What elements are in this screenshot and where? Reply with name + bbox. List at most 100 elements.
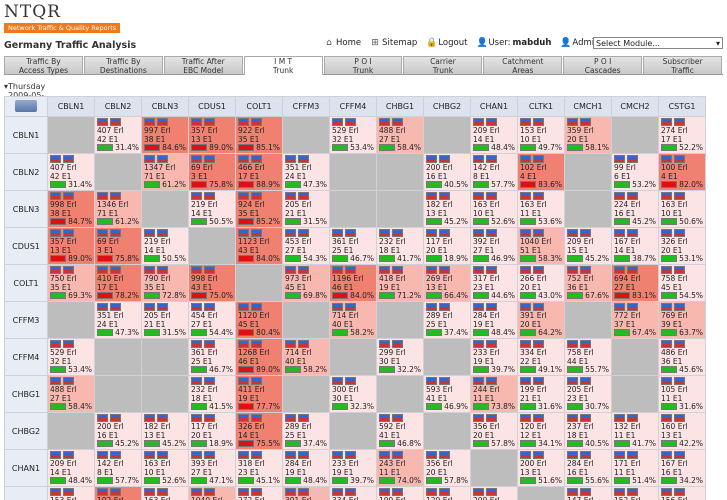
flag-icon[interactable]: [486, 118, 497, 126]
matrix-cell[interactable]: 326 Erl 14 E1 75.5%: [235, 412, 283, 450]
flag-icon[interactable]: [567, 266, 578, 274]
flag-icon[interactable]: [204, 118, 215, 126]
matrix-cell[interactable]: 99 Erl 6 E1 53.2%: [611, 153, 659, 191]
flag-icon[interactable]: [520, 155, 531, 163]
flag-icon[interactable]: [439, 377, 450, 385]
matrix-cell[interactable]: 299 Erl 30 E1 32.2%: [376, 338, 424, 376]
matrix-cell[interactable]: 758 Erl 44 E1 55.7%: [564, 338, 612, 376]
matrix-cell[interactable]: 772 Erl 37 E1 67.4%: [611, 301, 659, 339]
flag-icon[interactable]: [486, 488, 497, 496]
matrix-cell[interactable]: 163 Erl 10 E1 50.6%: [658, 190, 706, 228]
matrix-cell[interactable]: 232 Erl 18 E1 41.7%: [376, 227, 424, 265]
matrix-cell[interactable]: 410 Erl 17 E1 78.2%: [94, 264, 142, 302]
matrix-cell[interactable]: 142 Erl 8 E1 57.7%: [470, 153, 518, 191]
flag-icon[interactable]: [674, 414, 685, 422]
flag-icon[interactable]: [144, 266, 155, 274]
flag-icon[interactable]: [204, 340, 215, 348]
flag-icon[interactable]: [533, 192, 544, 200]
flag-icon[interactable]: [285, 266, 296, 274]
flag-icon[interactable]: [426, 155, 437, 163]
matrix-cell[interactable]: 243 Erl 11 E1 74.0%: [376, 449, 424, 487]
flag-icon[interactable]: [520, 340, 531, 348]
flag-icon[interactable]: [661, 155, 672, 163]
flag-icon[interactable]: [251, 414, 262, 422]
flag-icon[interactable]: [486, 192, 497, 200]
flag-icon[interactable]: [144, 303, 155, 311]
flag-icon[interactable]: [473, 192, 484, 200]
flag-icon[interactable]: [661, 229, 672, 237]
flag-icon[interactable]: [426, 229, 437, 237]
matrix-cell[interactable]: 284 Erl 19 E1 48.4%: [470, 301, 518, 339]
flag-icon[interactable]: [661, 488, 672, 496]
flag-icon[interactable]: [298, 155, 309, 163]
tab-5[interactable]: Carrier Trunk: [403, 56, 483, 74]
flag-icon[interactable]: [520, 118, 531, 126]
flag-icon[interactable]: [191, 303, 202, 311]
matrix-cell[interactable]: 209 Erl 14 E1 48.4%: [470, 116, 518, 154]
flag-icon[interactable]: [379, 414, 390, 422]
matrix-cell[interactable]: 407 Erl 42 E1 31.4%: [47, 153, 95, 191]
matrix-cell[interactable]: 233 Erl 19 E1 39.7%: [329, 449, 377, 487]
row-header[interactable]: CBLN2: [4, 153, 48, 191]
flag-icon[interactable]: [63, 340, 74, 348]
flag-icon[interactable]: [567, 229, 578, 237]
flag-icon[interactable]: [332, 377, 343, 385]
matrix-cell[interactable]: 219 Erl 14 E1 50.5%: [188, 190, 236, 228]
matrix-cell[interactable]: 132 Erl 11 E1 41.7%: [611, 412, 659, 450]
flag-icon[interactable]: [332, 451, 343, 459]
flag-icon[interactable]: [674, 118, 685, 126]
flag-icon[interactable]: [97, 266, 108, 274]
column-header[interactable]: CDUS1: [188, 96, 236, 117]
flag-icon[interactable]: [97, 118, 108, 126]
flag-icon[interactable]: [345, 377, 356, 385]
flag-icon[interactable]: [674, 377, 685, 385]
flag-icon[interactable]: [157, 414, 168, 422]
matrix-cell[interactable]: 973 Erl 45 E1 69.8%: [282, 264, 330, 302]
flag-icon[interactable]: [238, 229, 249, 237]
flag-icon[interactable]: [285, 340, 296, 348]
row-header[interactable]: CBLN3: [4, 190, 48, 228]
matrix-cell[interactable]: 284 Erl 19 E1 48.4%: [282, 449, 330, 487]
flag-icon[interactable]: [345, 118, 356, 126]
flag-icon[interactable]: [97, 192, 108, 200]
matrix-cell[interactable]: 1268 Erl 46 E1 89.0%: [235, 338, 283, 376]
flag-icon[interactable]: [580, 340, 591, 348]
matrix-cell[interactable]: 592 Erl 41 E1 46.8%: [376, 412, 424, 450]
flag-icon[interactable]: [473, 118, 484, 126]
flag-icon[interactable]: [285, 451, 296, 459]
flag-icon[interactable]: [580, 451, 591, 459]
flag-icon[interactable]: [157, 229, 168, 237]
matrix-cell[interactable]: 356 Erl 20 E1 57.8%: [423, 449, 471, 487]
flag-icon[interactable]: [63, 192, 74, 200]
flag-icon[interactable]: [157, 266, 168, 274]
matrix-cell[interactable]: 200 Erl 16 E1 45.2%: [94, 412, 142, 450]
matrix-cell[interactable]: 392 Erl 27 E1 46.9%: [470, 227, 518, 265]
matrix-cell[interactable]: 289 Erl 25 E1 37.4%: [282, 412, 330, 450]
matrix-cell[interactable]: 117 Erl 20 E1 18.9%: [423, 227, 471, 265]
flag-icon[interactable]: [144, 414, 155, 422]
flag-icon[interactable]: [285, 229, 296, 237]
flag-icon[interactable]: [157, 155, 168, 163]
flag-icon[interactable]: [238, 340, 249, 348]
flag-icon[interactable]: [191, 192, 202, 200]
flag-icon[interactable]: [661, 192, 672, 200]
matrix-cell[interactable]: 171 Erl 11 E1 51.4%: [611, 449, 659, 487]
admin-link[interactable]: 👤 Admin: [560, 38, 599, 48]
flag-icon[interactable]: [627, 488, 638, 496]
flag-icon[interactable]: [298, 266, 309, 274]
flag-icon[interactable]: [614, 451, 625, 459]
matrix-cell[interactable]: 274 Erl 17 E1 52.2%: [658, 116, 706, 154]
matrix-cell[interactable]: 694 Erl 27 E1 83.1%: [611, 264, 659, 302]
row-header[interactable]: CHAN1: [4, 449, 48, 487]
matrix-cell[interactable]: 924 Erl 35 E1 85.2%: [235, 190, 283, 228]
flag-icon[interactable]: [426, 488, 437, 496]
